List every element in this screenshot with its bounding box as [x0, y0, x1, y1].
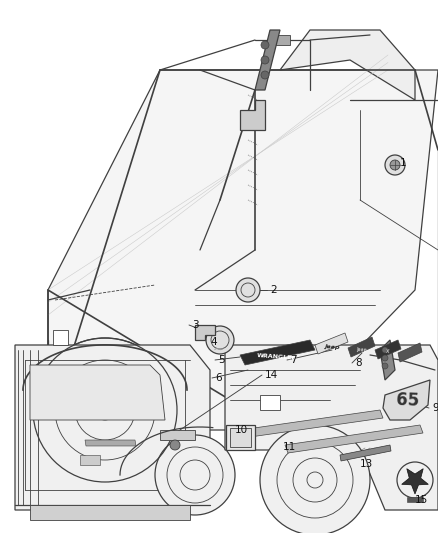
Circle shape	[236, 278, 260, 302]
Polygon shape	[80, 455, 100, 465]
Polygon shape	[260, 395, 280, 410]
Circle shape	[261, 41, 269, 49]
Text: 3: 3	[192, 320, 198, 330]
Polygon shape	[30, 365, 165, 420]
Polygon shape	[225, 345, 438, 510]
Text: 9: 9	[432, 403, 438, 413]
Circle shape	[260, 425, 370, 533]
Polygon shape	[407, 497, 423, 502]
Polygon shape	[85, 440, 136, 446]
Text: 14: 14	[265, 370, 278, 380]
Polygon shape	[15, 345, 210, 510]
Polygon shape	[383, 380, 430, 420]
Circle shape	[382, 363, 388, 369]
Text: 2: 2	[270, 285, 277, 295]
Polygon shape	[398, 343, 422, 362]
Text: 10: 10	[235, 425, 248, 435]
Polygon shape	[315, 333, 348, 354]
Polygon shape	[226, 425, 255, 450]
Polygon shape	[402, 469, 428, 494]
Polygon shape	[348, 337, 375, 357]
Polygon shape	[48, 70, 438, 430]
Polygon shape	[230, 428, 251, 447]
Polygon shape	[280, 30, 415, 100]
Text: 11: 11	[283, 442, 296, 452]
Polygon shape	[195, 325, 215, 340]
Text: 13: 13	[360, 459, 373, 469]
Polygon shape	[240, 410, 383, 438]
Text: Jeep: Jeep	[324, 344, 340, 350]
Text: 8: 8	[355, 358, 362, 368]
Circle shape	[261, 56, 269, 64]
Polygon shape	[240, 340, 315, 365]
Text: ~: ~	[212, 343, 224, 357]
Circle shape	[397, 462, 433, 498]
Text: 1: 1	[400, 158, 406, 168]
Text: 7: 7	[290, 355, 297, 365]
Text: Jeep: Jeep	[357, 347, 367, 353]
Text: 6: 6	[215, 373, 222, 383]
Circle shape	[170, 440, 180, 450]
Polygon shape	[380, 340, 395, 380]
Polygon shape	[340, 445, 391, 461]
Polygon shape	[255, 30, 280, 90]
Text: WRANGLER: WRANGLER	[257, 353, 297, 361]
Circle shape	[155, 435, 235, 515]
Polygon shape	[30, 505, 190, 520]
Circle shape	[390, 160, 400, 170]
Text: 65: 65	[396, 391, 420, 409]
Text: 5: 5	[218, 355, 225, 365]
Polygon shape	[53, 330, 68, 345]
Polygon shape	[375, 340, 401, 359]
Circle shape	[382, 355, 388, 361]
Circle shape	[261, 71, 269, 79]
Polygon shape	[285, 425, 423, 453]
Circle shape	[206, 326, 234, 354]
Text: 4: 4	[210, 337, 217, 347]
Polygon shape	[160, 430, 195, 440]
Text: X: X	[386, 350, 390, 354]
Circle shape	[385, 155, 405, 175]
Text: 15: 15	[415, 495, 428, 505]
Circle shape	[382, 347, 388, 353]
Polygon shape	[240, 100, 265, 130]
Circle shape	[33, 338, 177, 482]
Polygon shape	[270, 35, 290, 45]
